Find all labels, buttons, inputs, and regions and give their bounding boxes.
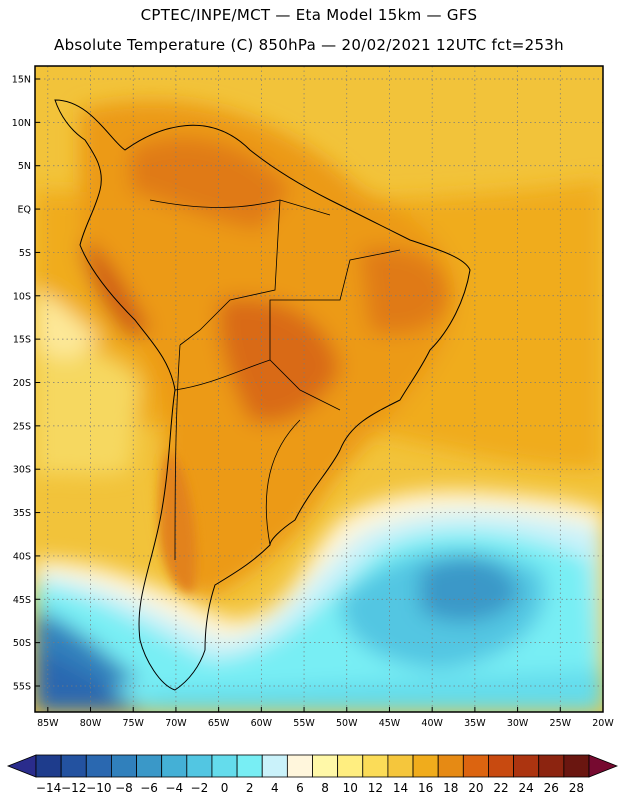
latitude-label: 20S <box>13 378 31 389</box>
colorbar: −14 −12 −10 −8 −6 −4 −2 0 2 4 6 8 10 12 14 16 18 20 22 24 26… <box>6 754 618 795</box>
colorbar-label: 4 <box>271 781 279 795</box>
latitude-label: 45S <box>13 595 31 606</box>
colorbar-label: −4 <box>165 781 183 795</box>
colorbar-swatch <box>387 754 414 778</box>
colorbar-label: 28 <box>569 781 584 795</box>
latitude-label: 10N <box>12 118 31 129</box>
colorbar-label: 16 <box>418 781 433 795</box>
longitude-label: 35W <box>464 718 486 729</box>
colorbar-label: −12 <box>61 781 86 795</box>
colorbar-label: 18 <box>443 781 458 795</box>
colorbar-label: 0 <box>221 781 229 795</box>
latitude-label: 5N <box>18 161 31 172</box>
temperature-field <box>35 66 603 712</box>
colorbar-swatch <box>261 754 288 778</box>
colorbar-label: 20 <box>468 781 483 795</box>
longitude-label: 75W <box>122 718 144 729</box>
latitude-label: 15S <box>13 335 31 346</box>
latitude-label: 55S <box>13 681 31 692</box>
colorbar-swatch <box>362 754 389 778</box>
latitude-label: 15N <box>12 75 31 86</box>
longitude-label: 30W <box>507 718 529 729</box>
colorbar-label: −2 <box>191 781 209 795</box>
colorbar-label: 2 <box>246 781 254 795</box>
colorbar-swatch <box>136 754 163 778</box>
longitude-label: 85W <box>37 718 59 729</box>
colorbar-swatch <box>85 754 112 778</box>
latitude-label: 5S <box>19 248 31 259</box>
map-title-line-1: CPTEC/INPE/MCT — Eta Model 15km — GFS <box>140 6 478 24</box>
latitude-label: 10S <box>13 291 31 302</box>
longitude-label: 20W <box>592 718 614 729</box>
colorbar-swatch <box>161 754 188 778</box>
colorbar-label: 22 <box>493 781 508 795</box>
latitude-label: 30S <box>13 465 31 476</box>
colorbar-swatch <box>35 754 62 778</box>
longitude-label: 40W <box>421 718 443 729</box>
colorbar-label: −14 <box>36 781 61 795</box>
colorbar-over-arrow <box>588 754 618 778</box>
longitude-label: 60W <box>251 718 273 729</box>
colorbar-swatch <box>462 754 489 778</box>
longitude-label: 45W <box>379 718 401 729</box>
colorbar-under-arrow <box>6 754 37 778</box>
latitude-label: 40S <box>13 551 31 562</box>
colorbar-label: 12 <box>368 781 383 795</box>
colorbar-swatch <box>563 754 590 778</box>
colorbar-swatch <box>286 754 313 778</box>
longitude-label: 65W <box>208 718 230 729</box>
colorbar-swatch <box>337 754 364 778</box>
latitude-labels: 15N 10N 5N EQ 5S 10S 15S 20S 25S 30S 35S 40S 45S 50S 5… <box>12 75 40 692</box>
colorbar-label: 26 <box>544 781 559 795</box>
colorbar-swatch <box>412 754 439 778</box>
longitude-label: 55W <box>293 718 315 729</box>
latitude-label: 25S <box>13 421 31 432</box>
longitude-label: 80W <box>80 718 102 729</box>
map-title-line-2: Absolute Temperature (C) 850hPa — 20/02/… <box>54 36 564 54</box>
map-frame <box>34 65 604 713</box>
longitude-labels: 85W 80W 75W 70W 65W 60W 55W 50W 45W 40W 35W 30W 25W 2… <box>37 707 614 729</box>
colorbar-label: 6 <box>296 781 304 795</box>
longitude-label: 50W <box>336 718 358 729</box>
colorbar-swatch <box>437 754 464 778</box>
colorbar-swatch <box>312 754 339 778</box>
colorbar-swatch <box>60 754 87 778</box>
colorbar-swatch <box>111 754 137 778</box>
colorbar-label: 10 <box>343 781 358 795</box>
latitude-label: 50S <box>13 638 31 649</box>
latitude-label: EQ <box>18 205 31 216</box>
colorbar-swatch <box>211 754 238 778</box>
colorbar-swatch <box>488 754 514 778</box>
graticule <box>35 66 603 712</box>
colorbar-swatch <box>513 754 540 778</box>
colorbar-label: −6 <box>140 781 158 795</box>
colorbar-swatch <box>538 754 565 778</box>
colorbar-label: −8 <box>115 781 133 795</box>
country-borders <box>149 199 401 561</box>
longitude-label: 25W <box>550 718 572 729</box>
coastlines <box>54 99 471 691</box>
colorbar-swatch <box>236 754 263 778</box>
colorbar-label: −10 <box>86 781 111 795</box>
colorbar-label: 14 <box>393 781 408 795</box>
colorbar-swatch <box>186 754 213 778</box>
colorbar-label: 8 <box>321 781 329 795</box>
latitude-label: 35S <box>13 508 31 519</box>
longitude-label: 70W <box>165 718 187 729</box>
colorbar-label: 24 <box>519 781 534 795</box>
